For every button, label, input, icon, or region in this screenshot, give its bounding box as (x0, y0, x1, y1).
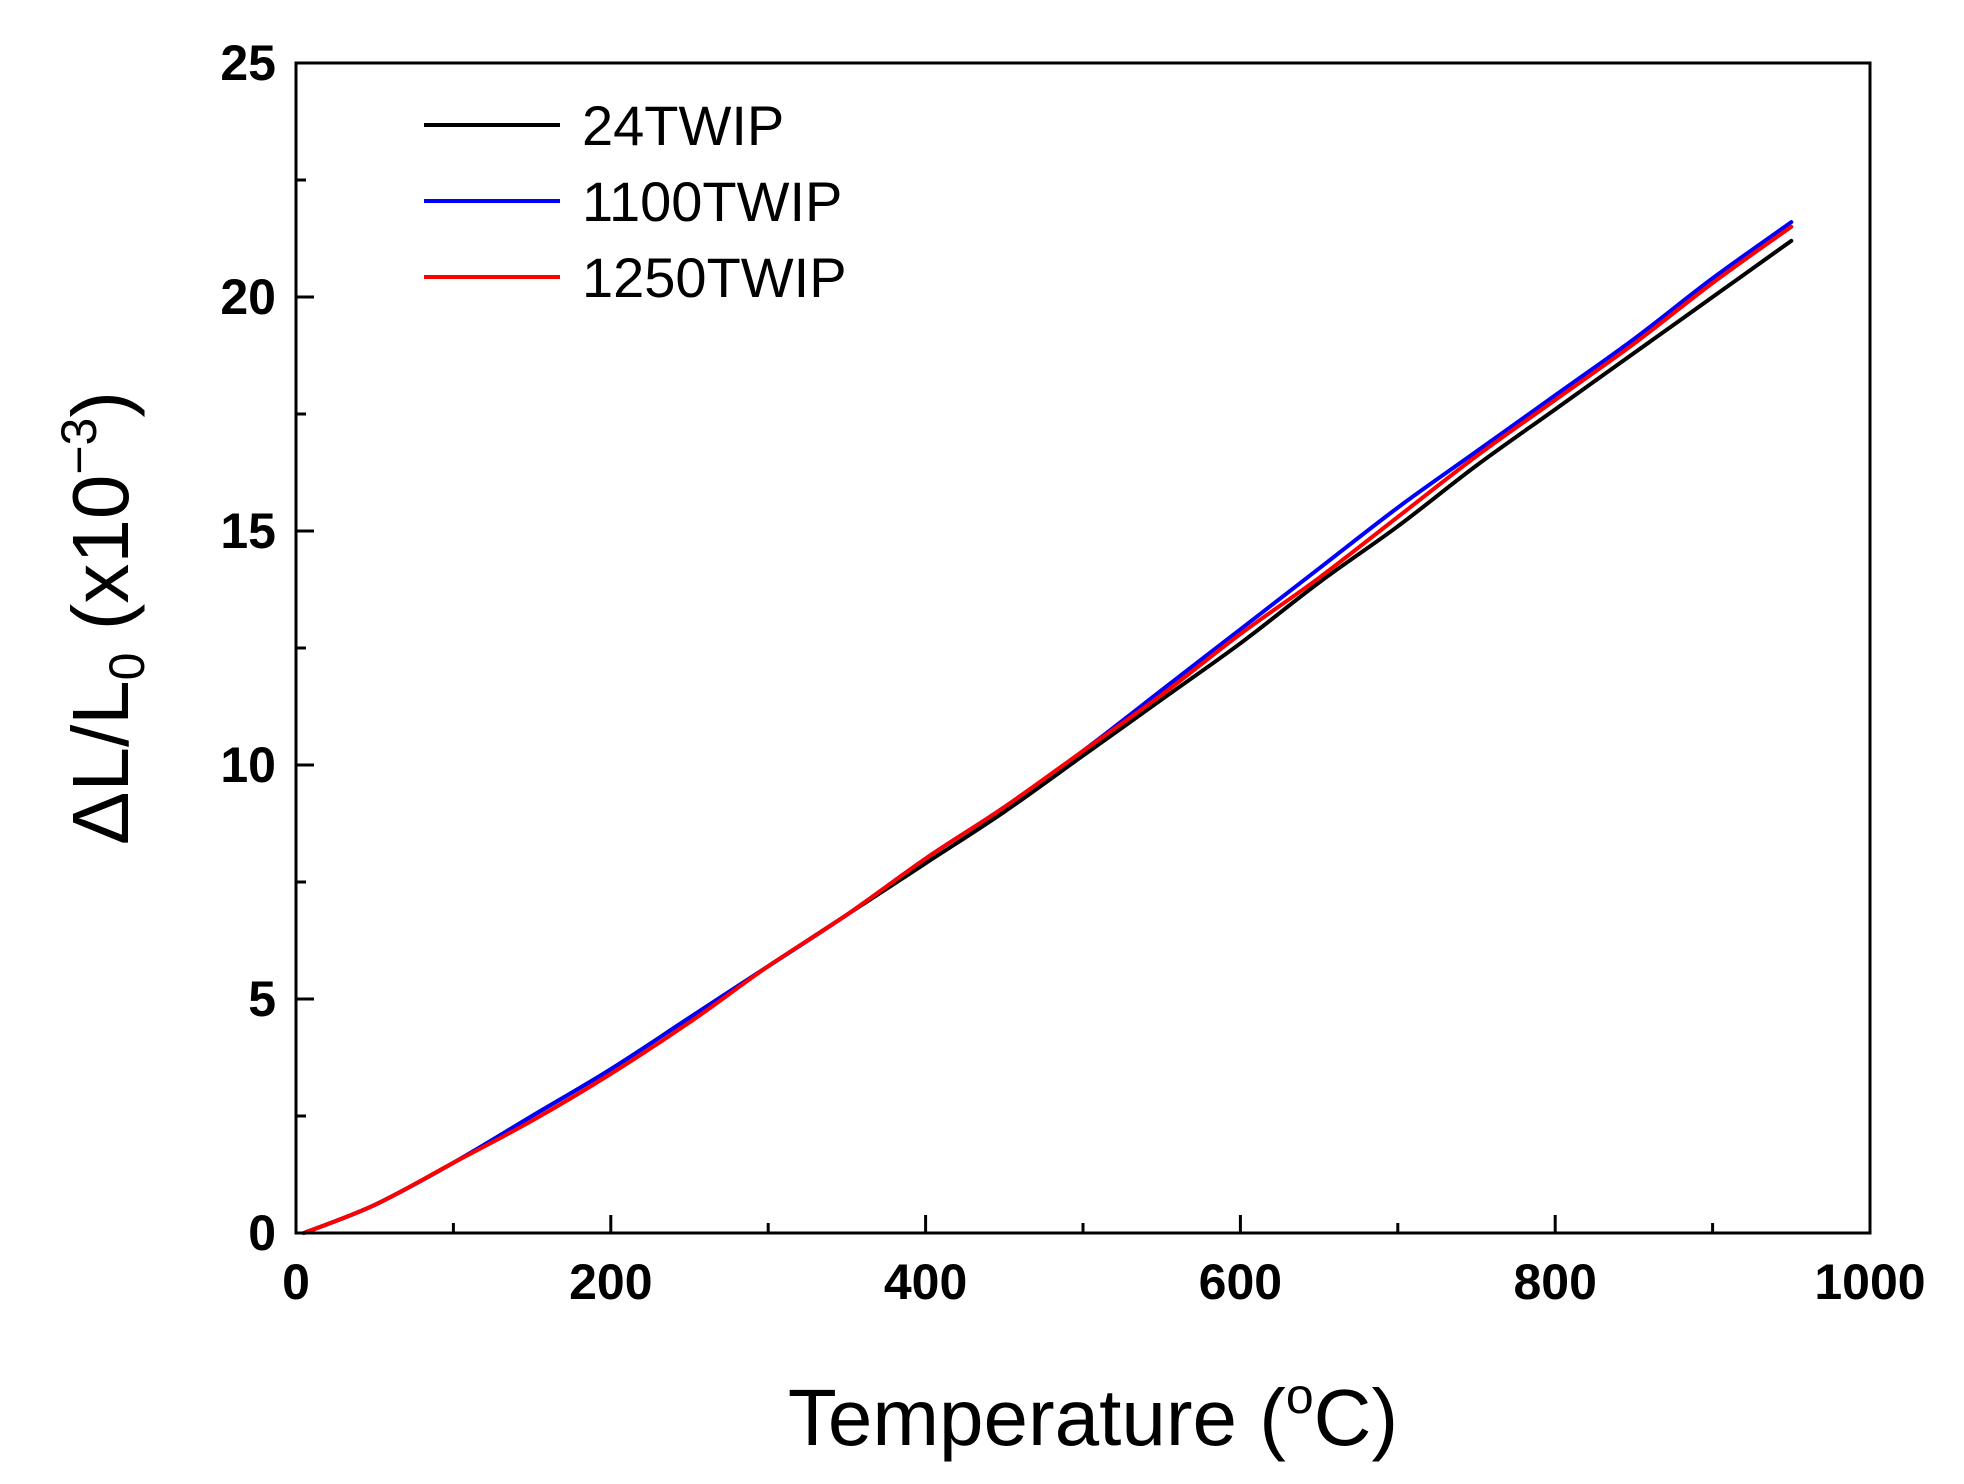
x-tick-label: 800 (1513, 1254, 1596, 1310)
y-tick-label: 10 (220, 737, 276, 793)
x-tick-label: 600 (1199, 1254, 1282, 1310)
series-line-1250twip (301, 224, 1794, 1235)
y-axis-title-main: ΔL/L (56, 680, 145, 845)
y-axis-title: ΔL/L0 (x10−3) (51, 391, 155, 845)
series-line-1100twip (301, 220, 1794, 1235)
y-tick-label: 15 (220, 503, 276, 559)
y-axis-title-mid: (x10 (56, 475, 145, 653)
legend-label: 1250TWIP (582, 246, 847, 309)
legend: 24TWIP 1100TWIP 1250TWIP (424, 94, 847, 309)
x-tick-label: 400 (884, 1254, 967, 1310)
plot-frame (294, 61, 1872, 1235)
legend-label: 24TWIP (582, 94, 784, 157)
x-axis-title-sup: o (1286, 1368, 1314, 1424)
y-tick-label: 5 (248, 971, 276, 1027)
x-axis-title-tail: C) (1314, 1373, 1398, 1462)
x-axis-ticks: 0 200 400 600 800 1000 (282, 1215, 1926, 1310)
x-tick-label: 0 (282, 1254, 310, 1310)
x-tick-label: 1000 (1814, 1254, 1925, 1310)
y-tick-label: 25 (220, 35, 276, 91)
y-axis-title-sup: −3 (51, 418, 107, 475)
x-tick-label: 200 (569, 1254, 652, 1310)
legend-label: 1100TWIP (582, 170, 842, 233)
series-lines (301, 220, 1794, 1235)
y-axis-ticks: 0 5 10 15 20 25 (220, 35, 314, 1261)
y-axis-title-tail: ) (56, 391, 145, 418)
y-axis-title-sub: 0 (99, 653, 155, 681)
y-tick-label: 0 (248, 1205, 276, 1261)
x-axis-title: Temperature (oC) (788, 1368, 1398, 1462)
x-axis-title-main: Temperature ( (788, 1373, 1286, 1462)
y-tick-label: 20 (220, 269, 276, 325)
